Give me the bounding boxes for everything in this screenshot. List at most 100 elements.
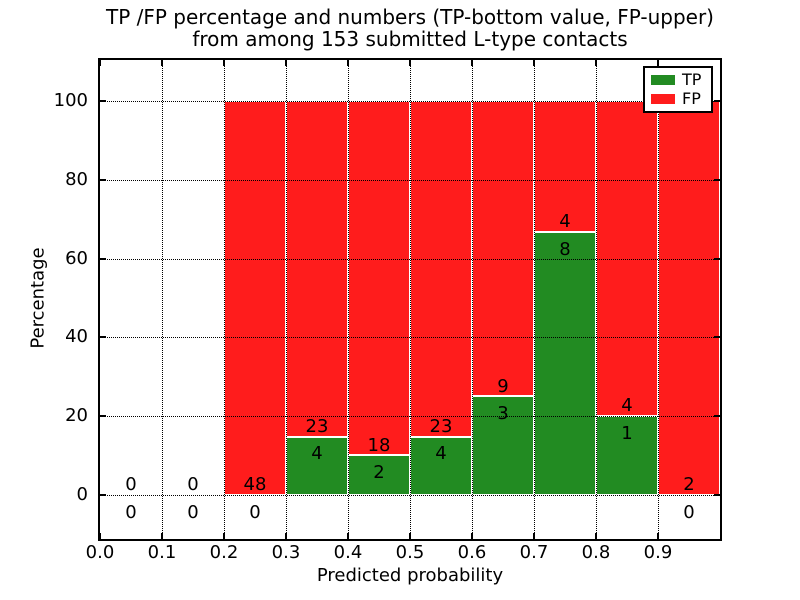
x-tick-mark-top [409,60,411,66]
x-tick-label: 0.8 [581,542,611,563]
fp-color-patch [651,93,675,104]
bar-segment-fp [410,100,472,437]
x-tick-mark [409,533,411,539]
tp-count-label: 1 [621,422,633,444]
x-tick-mark [347,533,349,539]
gridline-vertical [224,60,225,539]
tp-count-label: 2 [373,462,385,484]
bar-segment-fp [348,100,410,456]
tp-count-label: 4 [435,443,447,465]
chart-title-line-1: TP /FP percentage and numbers (TP-bottom… [106,5,714,29]
x-tick-mark [161,533,163,539]
x-tick-mark-top [347,60,349,66]
fp-count-label: 48 [243,474,267,496]
gridline-vertical [596,60,597,539]
y-tick-mark [100,415,106,418]
bar-segment-fp [224,100,286,495]
y-tick-mark-right [714,257,720,260]
gridline-vertical [658,60,659,539]
x-tick-mark-top [657,60,659,66]
x-tick-mark-top [223,60,225,66]
fp-count-label: 4 [559,211,571,233]
tp-count-label: 0 [187,501,199,523]
legend: TP FP [643,66,713,113]
fp-count-label: 18 [367,434,391,456]
gridline-vertical [410,60,411,539]
fp-count-label: 0 [125,474,137,496]
fp-count-label: 23 [305,415,329,437]
gridline-vertical [534,60,535,539]
chart-title-line-2: from among 153 submitted L-type contacts [192,27,628,51]
legend-row-tp: TP [651,72,705,88]
x-tick-mark [285,533,287,539]
tp-count-label: 8 [559,238,571,260]
fp-count-label: 4 [621,395,633,417]
tp-count-label: 0 [683,501,695,523]
y-tick-label: 0 [76,483,88,505]
legend-label-fp: FP [682,88,701,108]
bar-segment-fp [286,100,348,437]
x-tick-label: 0.6 [457,542,487,563]
y-tick-mark [100,336,106,339]
y-tick-mark-right [714,178,720,181]
x-tick-mark [100,533,101,539]
x-tick-label: 0.3 [271,542,301,563]
bar-segment-tp [534,232,596,495]
y-tick-label: 60 [65,247,88,269]
fp-count-label: 2 [683,474,695,496]
fp-count-label: 0 [187,474,199,496]
gridline-vertical [348,60,349,539]
x-tick-label: 0.2 [209,542,239,563]
gridline-vertical [162,60,163,539]
tp-count-label: 0 [125,501,137,523]
x-tick-label: 0.9 [643,542,673,563]
gridline-vertical [472,60,473,539]
y-tick-mark [100,99,106,102]
x-tick-label: 0.7 [519,542,549,563]
bar-segment-tp [286,436,348,495]
bar-segment-fp [596,100,658,417]
y-tick-mark-right [714,415,720,418]
tp-count-label: 3 [497,403,509,425]
x-tick-mark-top [595,60,597,66]
x-tick-label: 0.1 [147,542,177,563]
bar-segment-fp [472,100,534,397]
x-tick-mark [223,533,225,539]
plot-area [98,58,722,541]
bar-segment-fp [658,100,720,495]
y-tick-mark [100,493,106,496]
fp-count-label: 9 [497,375,509,397]
chart-title: TP /FP percentage and numbers (TP-bottom… [99,6,721,50]
x-tick-mark-top [285,60,287,66]
fp-count-label: 23 [429,415,453,437]
tp-count-label: 4 [311,443,323,465]
x-tick-label: 0.4 [333,542,363,563]
y-tick-label: 100 [53,89,88,111]
x-tick-mark [657,533,659,539]
x-tick-mark [533,533,535,539]
gridline-vertical [286,60,287,539]
y-tick-label: 40 [65,326,88,348]
y-tick-label: 80 [65,168,88,190]
legend-label-tp: TP [682,70,702,90]
y-tick-mark [100,178,106,181]
x-tick-mark-top [100,60,101,66]
y-tick-mark-right [714,99,720,102]
y-tick-mark-right [714,336,720,339]
x-tick-mark-top [471,60,473,66]
bar-segment-tp [348,455,410,495]
y-tick-mark [100,257,106,260]
x-tick-label: 0.0 [85,542,115,563]
y-tick-mark-right [714,493,720,496]
x-tick-mark-top [161,60,163,66]
y-tick-label: 20 [65,405,88,427]
x-tick-mark [595,533,597,539]
x-tick-mark-top [533,60,535,66]
tp-count-label: 0 [249,501,261,523]
x-tick-label: 0.5 [395,542,425,563]
tp-color-patch [651,75,675,86]
x-axis-label: Predicted probability [316,565,504,586]
bar-segment-tp [472,396,534,495]
x-tick-mark [471,533,473,539]
